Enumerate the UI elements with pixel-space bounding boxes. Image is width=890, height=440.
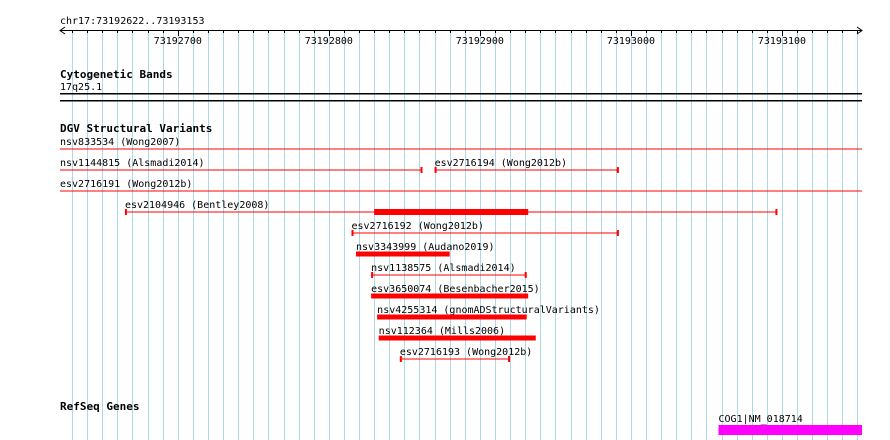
structural-variant[interactable]: esv2716194 (Wong2012b) bbox=[434, 158, 619, 173]
variant-bar[interactable] bbox=[371, 293, 529, 299]
variant-start-cap bbox=[434, 167, 437, 173]
variant-overlay-bar[interactable] bbox=[374, 209, 529, 215]
ruler-tick-label: 73192800 bbox=[305, 36, 353, 47]
location-label: chr17:73192622..73193153 bbox=[60, 16, 205, 27]
variant-label: esv3650074 (Besenbacher2015) bbox=[371, 284, 540, 295]
variant-label: nsv112364 (Mills2006) bbox=[379, 326, 505, 337]
structural-variant[interactable]: nsv112364 (Mills2006) bbox=[378, 326, 536, 341]
variant-line[interactable] bbox=[434, 169, 619, 171]
structural-variant[interactable]: esv2716191 (Wong2012b) bbox=[60, 179, 862, 192]
variant-end-cap bbox=[775, 209, 778, 215]
variant-label: esv2716193 (Wong2012b) bbox=[400, 347, 532, 358]
variant-label: nsv3343999 (Audano2019) bbox=[356, 242, 494, 253]
variant-end-cap bbox=[616, 167, 619, 173]
variant-bar[interactable] bbox=[377, 314, 527, 320]
cytoband-label: 17q25.1 bbox=[60, 82, 102, 93]
structural-variant[interactable]: nsv1138575 (Alsmadi2014) bbox=[371, 263, 527, 278]
structural-variant[interactable]: nsv4255314 (gnomADStructuralVariants) bbox=[377, 305, 600, 320]
structural-variant[interactable]: nsv1144815 (Alsmadi2014) bbox=[60, 158, 423, 173]
variant-start-cap bbox=[371, 272, 374, 278]
variant-label: esv2716191 (Wong2012b) bbox=[60, 179, 192, 190]
cytoband-line-top bbox=[60, 93, 862, 95]
gene-feature[interactable]: COG1|NM_018714 bbox=[718, 414, 862, 435]
cytoband-line-bottom bbox=[60, 100, 862, 102]
variant-label: nsv1138575 (Alsmadi2014) bbox=[371, 263, 515, 274]
variant-line[interactable] bbox=[60, 169, 423, 171]
variant-start-cap bbox=[351, 230, 354, 236]
structural-variant[interactable]: esv2716193 (Wong2012b) bbox=[399, 347, 532, 362]
structural-variant[interactable]: nsv3343999 (Audano2019) bbox=[356, 242, 495, 257]
structural-variant[interactable]: nsv833534 (Wong2007) bbox=[60, 137, 862, 150]
variant-end-cap bbox=[420, 167, 423, 173]
ruler-tick-label: 73192700 bbox=[154, 36, 202, 47]
variant-line[interactable] bbox=[351, 232, 619, 234]
ruler-tick-label: 73193100 bbox=[758, 36, 806, 47]
track-title-refseq-genes[interactable]: RefSeq Genes bbox=[60, 400, 139, 413]
ruler-left-arrow[interactable] bbox=[59, 26, 66, 35]
variant-label: nsv1144815 (Alsmadi2014) bbox=[60, 158, 205, 169]
structural-variant[interactable]: esv3650074 (Besenbacher2015) bbox=[371, 284, 540, 299]
gene-bar[interactable] bbox=[718, 425, 862, 435]
ruler-tick-label: 73192900 bbox=[456, 36, 504, 47]
variant-end-cap bbox=[616, 230, 619, 236]
variant-line[interactable] bbox=[371, 274, 527, 276]
grid-lines bbox=[72, 30, 858, 440]
variant-line[interactable] bbox=[399, 358, 511, 360]
track-title-dgv-structural-variants[interactable]: DGV Structural Variants bbox=[60, 122, 212, 135]
variant-line[interactable] bbox=[60, 148, 862, 150]
track-title-cytogenetic-bands[interactable]: Cytogenetic Bands bbox=[60, 68, 173, 81]
variant-label: nsv4255314 (gnomADStructuralVariants) bbox=[377, 305, 600, 316]
variant-bar[interactable] bbox=[356, 251, 450, 257]
variant-label: esv2104946 (Bentley2008) bbox=[125, 200, 269, 211]
variant-line[interactable] bbox=[60, 190, 862, 192]
variant-start-cap bbox=[399, 356, 402, 362]
ruler-tick-label: 73193000 bbox=[607, 36, 655, 47]
gene-label: COG1|NM_018714 bbox=[719, 414, 803, 425]
variant-end-cap bbox=[508, 356, 511, 362]
variant-start-cap bbox=[124, 209, 127, 215]
variant-bar[interactable] bbox=[378, 335, 536, 341]
variant-label: esv2716194 (Wong2012b) bbox=[435, 158, 567, 169]
variant-label: nsv833534 (Wong2007) bbox=[60, 137, 180, 148]
structural-variant[interactable]: esv2716192 (Wong2012b) bbox=[351, 221, 619, 236]
ruler-right-arrow[interactable] bbox=[856, 26, 863, 35]
structural-variant[interactable]: esv2104946 (Bentley2008) bbox=[124, 200, 778, 215]
variant-label: esv2716192 (Wong2012b) bbox=[351, 221, 483, 232]
variant-end-cap bbox=[524, 272, 527, 278]
